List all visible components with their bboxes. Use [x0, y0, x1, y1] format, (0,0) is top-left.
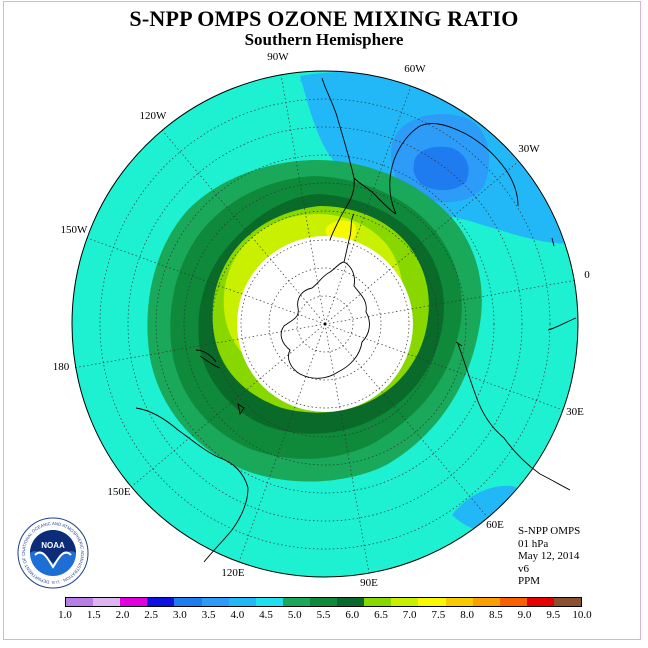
- colorbar-tick-label: 9.5: [546, 609, 561, 621]
- south-america-coast: [321, 77, 519, 241]
- colorbar-swatch: [120, 598, 148, 606]
- colorbar-swatch: [228, 598, 256, 606]
- new-zealand-coast: [195, 349, 221, 369]
- south-georgia: [551, 237, 555, 247]
- info-level: 01 hPa: [518, 537, 549, 550]
- map-subtitle: Southern Hemisphere: [244, 30, 404, 49]
- lon-label-120w: 120W: [140, 110, 168, 122]
- info-block: S-NPP OMPS 01 hPa May 12, 2014 v6 PPM: [518, 525, 580, 588]
- colorbar-tick-label: 2.0: [115, 609, 130, 621]
- colorbar-swatch: [282, 598, 310, 606]
- colorbar-swatch: [93, 598, 121, 606]
- lon-label-120e: 120E: [221, 567, 245, 579]
- colorbar-swatch: [418, 598, 446, 606]
- map-boundary: [71, 70, 579, 578]
- colorbar-swatch: [147, 598, 175, 606]
- meridians: [72, 74, 578, 574]
- colorbar-tick-label: 5.0: [287, 609, 302, 621]
- colorbar-swatch: [472, 598, 500, 606]
- colorbar-tick-label: 6.5: [374, 609, 388, 621]
- colorbar-swatch: [309, 598, 338, 606]
- colorbar: [65, 597, 582, 607]
- colorbar-tick-label: 7.0: [402, 609, 417, 621]
- colorbar-tick-label: 9.0: [517, 609, 532, 621]
- field-4.0-4.5-tip: [300, 74, 322, 87]
- colorbar-swatch: [255, 598, 283, 606]
- colorbar-swatch: [499, 598, 527, 606]
- info-instrument: S-NPP OMPS: [518, 525, 581, 537]
- colorbar-tick-label: 10.0: [572, 609, 592, 621]
- field-3.0-3.5: [413, 146, 469, 191]
- longitude-labels: 90W 60W 30W 0 30E 60E 90E 120E 150E 180 …: [53, 51, 591, 589]
- colorbar-tick-label: 4.5: [259, 609, 273, 621]
- lon-label-30w: 30W: [518, 143, 540, 155]
- info-units: PPM: [518, 575, 541, 587]
- colorbar-tick-label: 2.5: [144, 609, 159, 621]
- colorbar-tick-label: 6.0: [345, 609, 360, 621]
- colorbar-swatch: [201, 598, 229, 606]
- info-date: May 12, 2014: [518, 550, 580, 562]
- coastlines: [135, 77, 577, 563]
- kerguelen: [455, 341, 463, 347]
- colorbar-labels: 1.0 1.5 2.0 2.5 3.0 3.5 4.0 4.5 5.0 5.5 6.0 6.5 7.0 7…: [58, 609, 592, 623]
- colorbar-tick-label: 4.0: [230, 609, 245, 621]
- colorbar-tick-label: 1.5: [86, 609, 101, 621]
- colorbar-tick-label: 7.5: [431, 609, 446, 621]
- map-title: S-NPP OMPS OZONE MIXING RATIO: [129, 6, 519, 31]
- colorbar-swatch: [391, 598, 419, 606]
- colorbar-tick-label: 1.0: [58, 609, 72, 621]
- colorbar-swatch: [553, 598, 582, 606]
- lon-label-60w: 60W: [404, 63, 426, 75]
- south-pole-marker: [323, 322, 327, 326]
- latitude-circles: [99, 98, 551, 550]
- info-version: v6: [518, 562, 529, 575]
- svg-text:NOAA: NOAA: [41, 541, 65, 550]
- lon-label-90w: 90W: [267, 51, 289, 63]
- africa-coast: [457, 317, 577, 491]
- noaa-logo: NOAA NATIONAL OCEANIC AND ATMOSPHERIC AD…: [17, 517, 89, 589]
- colorbar-tick-label: 3.0: [173, 609, 187, 621]
- colorbar-swatch: [364, 598, 392, 606]
- antarctica-coast: [280, 261, 370, 379]
- australia-coast: [135, 407, 249, 563]
- lon-label-90e: 90E: [360, 577, 378, 589]
- colorbar-tick-label: 5.5: [316, 609, 331, 621]
- colorbar-tick-label: 3.5: [201, 609, 216, 621]
- antarctic-peninsula: [343, 213, 355, 263]
- colorbar-swatch: [174, 598, 202, 606]
- colorbar-tick-label: 8.5: [488, 609, 503, 621]
- colorbar-swatch: [66, 598, 94, 606]
- lon-label-150e: 150E: [107, 486, 131, 498]
- colorbar-swatch: [445, 598, 473, 606]
- lon-label-30e: 30E: [566, 406, 584, 418]
- colorbar-tick-label: 8.0: [460, 609, 474, 621]
- tasmania: [237, 403, 245, 416]
- colorbar-swatch: [337, 598, 365, 606]
- figure-frame: [3, 1, 641, 640]
- colorbar-swatch: [526, 598, 554, 606]
- lon-label-150w: 150W: [61, 224, 89, 236]
- lon-label-180: 180: [53, 361, 70, 373]
- lon-label-0: 0: [584, 269, 590, 281]
- lon-label-60e: 60E: [486, 519, 504, 531]
